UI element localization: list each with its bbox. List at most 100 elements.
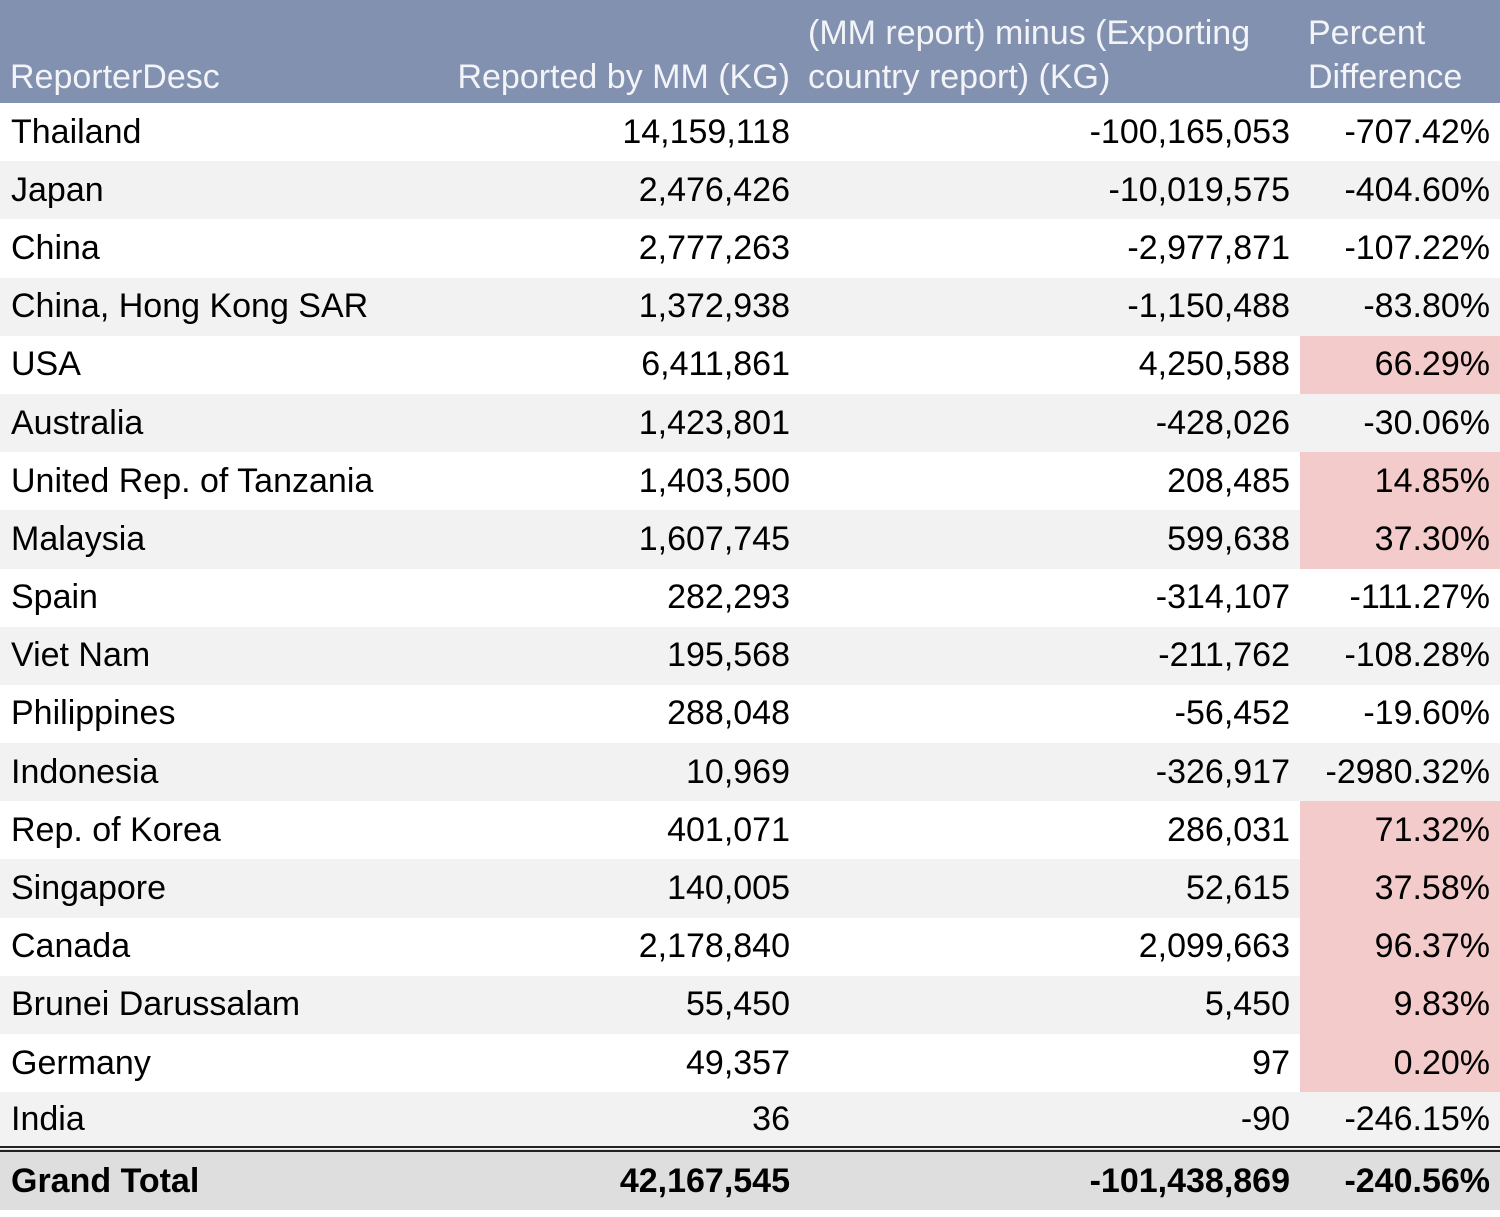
cell-reporter: Singapore — [11, 869, 167, 908]
cell-reporter: China, Hong Kong SAR — [11, 287, 369, 326]
cell-reporter: Thailand — [11, 112, 142, 151]
header-reporter: ReporterDesc — [10, 58, 220, 96]
cell-reporter: Viet Nam — [11, 636, 151, 675]
cell-difference: 97 — [1252, 1043, 1290, 1082]
cell-reported: 288,048 — [667, 694, 790, 733]
cell-reported: 1,423,801 — [638, 403, 790, 442]
cell-difference: -100,165,053 — [1089, 112, 1290, 151]
cell-percent: 71.32% — [1300, 801, 1500, 860]
cell-percent: 37.58% — [1300, 859, 1500, 918]
cell-difference: -1,150,488 — [1127, 287, 1290, 326]
cell-reporter: Spain — [11, 578, 98, 617]
cell-percent: 96.37% — [1300, 917, 1500, 976]
cell-reported: 55,450 — [686, 985, 790, 1024]
cell-difference: -90 — [1240, 1099, 1290, 1138]
cell-reporter: Japan — [11, 170, 104, 209]
table-row: Germany 49,357 97 0.20% — [0, 1034, 1500, 1093]
cell-reported: 6,411,861 — [641, 345, 790, 384]
cell-percent: -2980.32% — [1325, 752, 1490, 791]
cell-percent: -83.80% — [1363, 287, 1490, 326]
table-row: Brunei Darussalam 55,450 5,450 9.83% — [0, 975, 1500, 1034]
cell-reporter: Brunei Darussalam — [11, 985, 301, 1024]
cell-difference: -2,977,871 — [1127, 228, 1290, 267]
header-reported-by-mm: Reported by MM (KG) — [457, 58, 790, 96]
table-row: Singapore 140,005 52,615 37.58% — [0, 859, 1500, 918]
table-row: India 36 -90 -246.15% — [0, 1092, 1500, 1150]
cell-difference: 2,099,663 — [1138, 927, 1290, 966]
cell-percent: -19.60% — [1363, 694, 1490, 733]
cell-reported: 401,071 — [667, 810, 790, 849]
cell-reported: 2,178,840 — [638, 927, 790, 966]
cell-difference: 599,638 — [1167, 519, 1290, 558]
cell-percent: 14.85% — [1300, 452, 1500, 511]
cell-percent: 37.30% — [1300, 510, 1500, 569]
cell-difference: 52,615 — [1186, 869, 1290, 908]
cell-percent: 0.20% — [1300, 1034, 1500, 1093]
cell-reported: 140,005 — [667, 869, 790, 908]
cell-percent: -30.06% — [1363, 403, 1490, 442]
cell-reporter: United Rep. of Tanzania — [11, 461, 374, 500]
grand-total-percent: -240.56% — [1300, 1146, 1500, 1211]
grand-total-label: Grand Total — [0, 1146, 410, 1211]
table-row: Australia 1,423,801 -428,026 -30.06% — [0, 393, 1500, 453]
cell-reporter: Malaysia — [11, 519, 146, 558]
cell-difference: -56,452 — [1174, 694, 1290, 733]
cell-reporter: Germany — [11, 1043, 151, 1082]
table-row: Spain 282,293 -314,107 -111.27% — [0, 569, 1500, 627]
table-row: Canada 2,178,840 2,099,663 96.37% — [0, 917, 1500, 976]
cell-difference: 286,031 — [1167, 810, 1290, 849]
cell-reporter: Rep. of Korea — [11, 810, 221, 849]
table-row: China 2,777,263 -2,977,871 -107.22% — [0, 219, 1500, 277]
cell-reporter: China — [11, 228, 100, 267]
table-row: Thailand 14,159,118 -100,165,053 -707.42% — [0, 103, 1500, 161]
cell-reported: 49,357 — [686, 1043, 790, 1082]
cell-difference: 5,450 — [1204, 985, 1290, 1024]
header-difference: (MM report) minus (Exporting country rep… — [808, 14, 1251, 96]
grand-total-row: Grand Total 42,167,545 -101,438,869 -240… — [0, 1146, 1500, 1211]
cell-difference: 4,250,588 — [1138, 345, 1290, 384]
cell-reported: 1,607,745 — [638, 519, 790, 558]
cell-percent: -246.15% — [1344, 1099, 1490, 1138]
header-percent-difference: Percent Difference — [1308, 14, 1463, 96]
table-row: Rep. of Korea 401,071 286,031 71.32% — [0, 801, 1500, 860]
cell-reporter: Canada — [11, 927, 131, 966]
cell-percent: -404.60% — [1344, 170, 1490, 209]
cell-reported: 2,777,263 — [638, 228, 790, 267]
cell-percent: -108.28% — [1344, 636, 1490, 675]
cell-percent: -707.42% — [1344, 112, 1490, 151]
grand-total-reported: 42,167,545 — [410, 1146, 800, 1211]
cell-reported: 282,293 — [667, 578, 790, 617]
cell-reporter: Indonesia — [11, 752, 159, 791]
cell-difference: 208,485 — [1167, 461, 1290, 500]
table-row: USA 6,411,861 4,250,588 66.29% — [0, 335, 1500, 394]
table-row: Indonesia 10,969 -326,917 -2980.32% — [0, 743, 1500, 802]
cell-percent: 66.29% — [1300, 335, 1500, 394]
cell-reported: 14,159,118 — [622, 112, 790, 151]
table-row: China, Hong Kong SAR 1,372,938 -1,150,488 -… — [0, 277, 1500, 336]
table-row: Japan 2,476,426 -10,019,575 -404.60% — [0, 161, 1500, 220]
table-row: Malaysia 1,607,745 599,638 37.30% — [0, 510, 1500, 569]
cell-reported: 1,372,938 — [638, 287, 790, 326]
cell-difference: -314,107 — [1155, 578, 1290, 617]
cell-reporter: Australia — [11, 403, 144, 442]
table-footer: Grand Total 42,167,545 -101,438,869 -240… — [0, 1146, 1500, 1211]
cell-reporter: Philippines — [11, 694, 176, 733]
cell-reported: 10,969 — [686, 752, 790, 791]
table-row: Philippines 288,048 -56,452 -19.60% — [0, 685, 1500, 743]
grand-total-difference: -101,438,869 — [800, 1146, 1300, 1211]
table-header: ReporterDesc Reported by MM (KG) (MM rep… — [0, 0, 1500, 103]
cell-reported: 36 — [752, 1099, 790, 1138]
cell-reported: 195,568 — [667, 636, 790, 675]
table-body: Thailand 14,159,118 -100,165,053 -707.42% Ja… — [0, 103, 1500, 1150]
cell-difference: -428,026 — [1155, 403, 1290, 442]
cell-reporter: India — [11, 1099, 85, 1138]
cell-percent: -111.27% — [1349, 578, 1491, 617]
cell-reporter: USA — [11, 345, 81, 384]
cell-reported: 2,476,426 — [638, 170, 790, 209]
cell-reported: 1,403,500 — [638, 461, 790, 500]
cell-difference: -211,762 — [1158, 636, 1290, 675]
cell-difference: -326,917 — [1155, 752, 1290, 791]
cell-percent: -107.22% — [1344, 228, 1490, 267]
cell-percent: 9.83% — [1300, 975, 1500, 1034]
